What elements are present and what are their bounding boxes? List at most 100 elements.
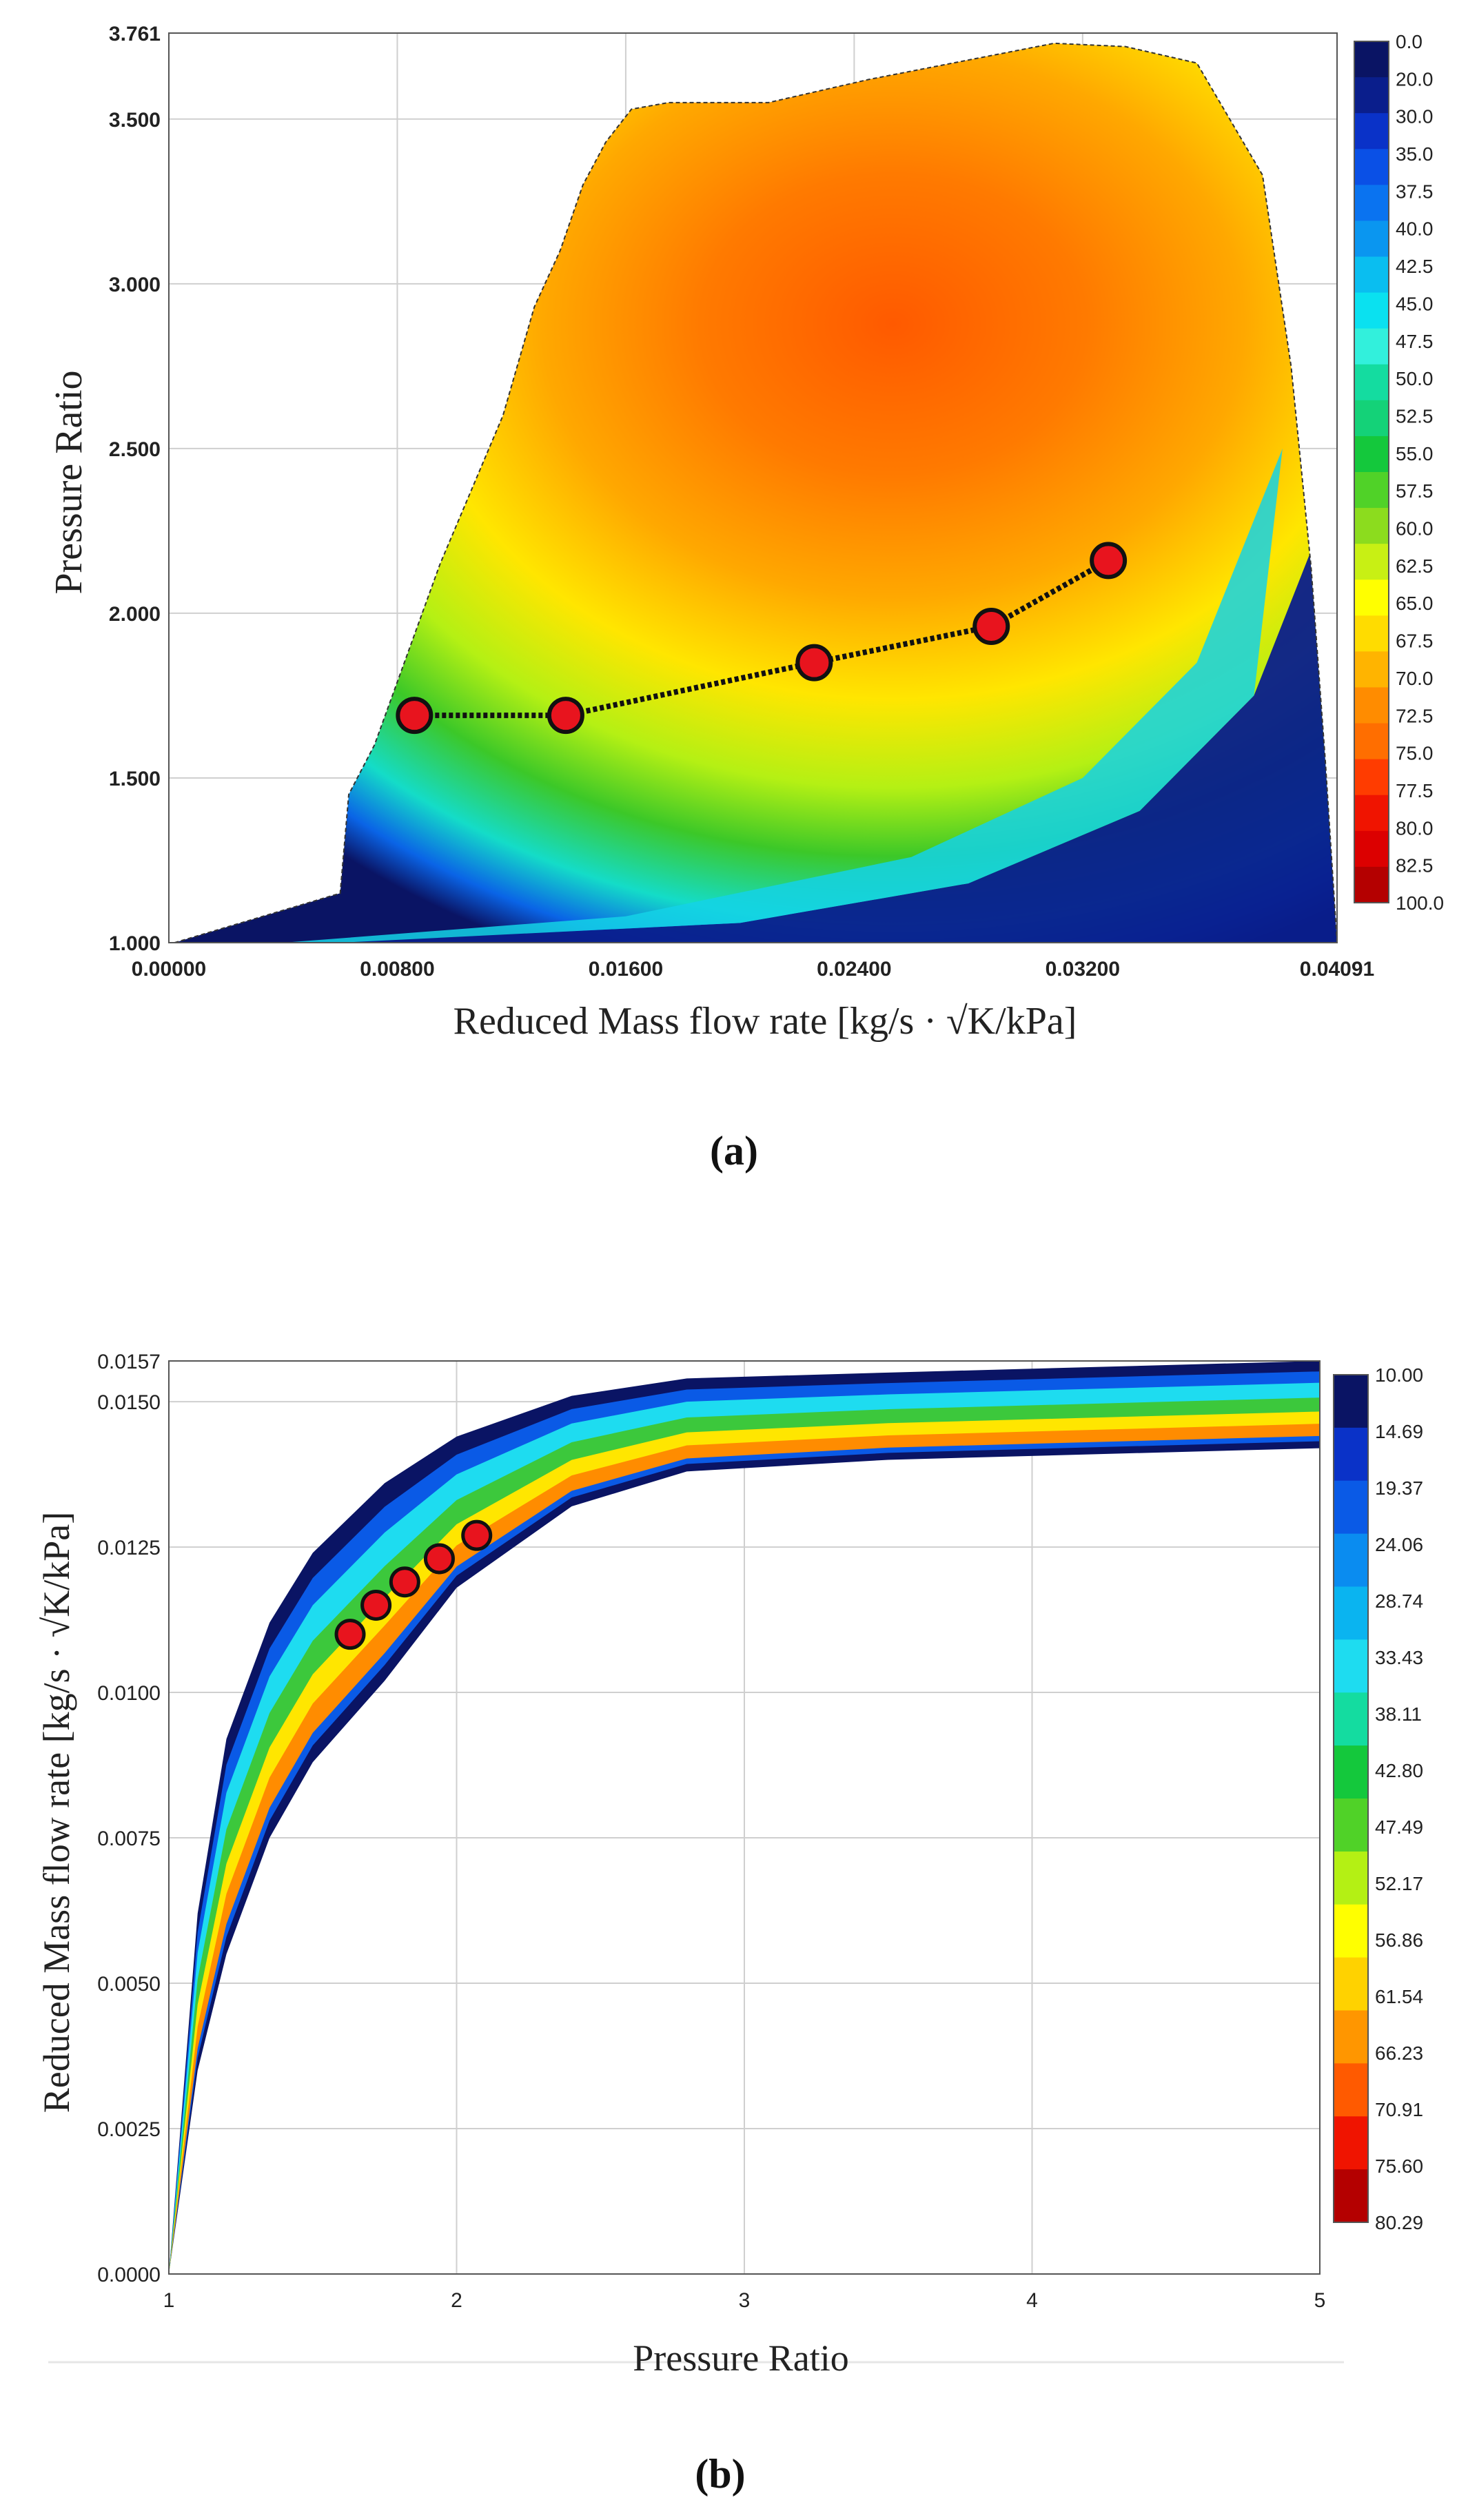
colorbar-label-b: 19.37 xyxy=(1375,1477,1423,1499)
colorbar-label-a: 72.5 xyxy=(1396,705,1434,726)
colorbar-swatch-b xyxy=(1334,2116,1368,2171)
mid-efficiency-band xyxy=(283,448,1283,943)
chart-b: 1 2 3 4 5 0.0000 0.0025 0.0050 0.0075 0.0100 0.01… xyxy=(36,1351,1423,2497)
y-tick-label-a: 2.500 xyxy=(109,438,161,461)
colorbar-label-a: 60.0 xyxy=(1396,518,1434,540)
colorbar-label-b: 14.69 xyxy=(1375,1421,1423,1442)
colorbar-swatch-a xyxy=(1354,508,1389,545)
colorbar-swatch-b xyxy=(1334,1745,1368,1799)
low-efficiency-band xyxy=(340,514,1337,943)
colorbar-swatch-b xyxy=(1334,1533,1368,1588)
operating-point-b-5 xyxy=(461,1519,493,1551)
colorbar-label-a: 100.0 xyxy=(1396,892,1444,914)
colorbar-label-b: 75.60 xyxy=(1375,2155,1423,2177)
colorbar-label-b: 28.74 xyxy=(1375,1590,1423,1612)
operating-point-a-2 xyxy=(547,697,584,735)
colorbar-label-b: 24.06 xyxy=(1375,1534,1423,1555)
colorbar-label-b: 33.43 xyxy=(1375,1647,1423,1668)
colorbar-swatch-a xyxy=(1354,759,1389,796)
colorbar-label-b: 47.49 xyxy=(1375,1816,1423,1838)
colorbar-label-a: 37.5 xyxy=(1396,181,1434,202)
x-tick-label-a: 0.04091 xyxy=(1300,958,1374,981)
operating-point-a-4 xyxy=(972,608,1010,646)
colorbar-b: 10.00 14.69 19.37 24.06 28.74 33.43 38.11 42.80… xyxy=(1333,1364,1423,2233)
colorbar-swatch-a xyxy=(1354,651,1389,688)
x-tick-label-a: 0.02400 xyxy=(817,958,891,981)
operating-point-a-3 xyxy=(795,644,833,682)
colorbar-swatch-a xyxy=(1354,256,1389,294)
operating-point-a-1 xyxy=(396,697,434,735)
operating-point-b-4 xyxy=(423,1543,455,1575)
operating-point-b-2 xyxy=(360,1589,392,1621)
x-tick-label-a: 0.03200 xyxy=(1046,958,1120,981)
operating-point-a-5 xyxy=(1090,542,1128,580)
y-axis-label-b: Reduced Mass flow rate [kg/s · √K/kPa] xyxy=(36,1512,77,2113)
operating-point-b-1 xyxy=(334,1619,366,1650)
colorbar-swatch-b xyxy=(1334,1427,1368,1482)
y-tick-label-b: 0.0100 xyxy=(97,1682,161,1705)
colorbar-label-a: 42.5 xyxy=(1396,256,1434,277)
colorbar-swatch-a xyxy=(1354,472,1389,509)
y-ticks-a: 1.000 1.500 2.000 2.500 3.000 3.500 3.761 xyxy=(109,23,161,955)
colorbar-label-a: 20.0 xyxy=(1396,68,1434,90)
colorbar-label-b: 70.91 xyxy=(1375,2099,1423,2120)
colorbar-label-b: 10.00 xyxy=(1375,1364,1423,1386)
colorbar-swatch-a xyxy=(1354,113,1389,150)
colorbar-swatch-b xyxy=(1334,1957,1368,2011)
colorbar-swatch-b xyxy=(1334,1904,1368,1958)
colorbar-frame-b xyxy=(1333,1374,1369,2223)
x-tick-label-b: 3 xyxy=(739,2289,751,2312)
colorbar-swatch-a xyxy=(1354,400,1389,437)
colorbar-label-a: 40.0 xyxy=(1396,218,1434,240)
y-tick-label-b: 0.0125 xyxy=(97,1537,161,1559)
operating-point-b-3 xyxy=(389,1566,420,1598)
colorbar-swatch-a xyxy=(1354,866,1389,903)
colorbar-label-a: 50.0 xyxy=(1396,368,1434,389)
x-tick-label-a: 0.01600 xyxy=(589,958,663,981)
x-axis-label-a: Reduced Mass flow rate [kg/s · √K/kPa] xyxy=(453,1000,1077,1043)
colorbar-label-a: 75.0 xyxy=(1396,743,1434,764)
y-tick-label-b: 0.0075 xyxy=(97,1827,161,1850)
colorbar-label-a: 0.0 xyxy=(1396,31,1423,52)
colorbar-swatch-a xyxy=(1354,221,1389,258)
y-tick-label-a: 1.000 xyxy=(109,932,161,955)
colorbar-swatch-b xyxy=(1334,1851,1368,1905)
colorbar-label-a: 65.0 xyxy=(1396,593,1434,614)
colorbar-label-a: 70.0 xyxy=(1396,668,1434,689)
plot-frame-a xyxy=(168,32,1338,943)
colorbar-swatch-b xyxy=(1334,1375,1368,1428)
colorbar-swatch-a xyxy=(1354,436,1389,473)
x-tick-label-a: 0.00800 xyxy=(360,958,434,981)
colorbar-label-a: 55.0 xyxy=(1396,443,1434,464)
colorbar-swatch-a xyxy=(1354,580,1389,617)
y-tick-label-b: 0.0025 xyxy=(97,2118,161,2141)
colorbar-label-a: 30.0 xyxy=(1396,106,1434,127)
colorbar-label-b: 38.11 xyxy=(1375,1703,1422,1725)
x-tick-label-a: 0.00000 xyxy=(132,958,206,981)
colorbar-label-a: 45.0 xyxy=(1396,293,1434,314)
colorbar-label-b: 61.54 xyxy=(1375,1986,1423,2007)
y-ticks-b: 0.0000 0.0025 0.0050 0.0075 0.0100 0.0125 0.01… xyxy=(97,1351,161,2286)
x-ticks-a: 0.00000 0.00800 0.01600 0.02400 0.03200 0.040… xyxy=(132,958,1374,981)
colorbar-label-b: 80.29 xyxy=(1375,2212,1423,2233)
colorbar-label-a: 62.5 xyxy=(1396,555,1434,577)
colorbar-swatch-a xyxy=(1354,77,1389,114)
y-tick-label-a: 3.000 xyxy=(109,274,161,296)
panel-label-a: (a) xyxy=(710,1128,758,1174)
x-axis-label-b: Pressure Ratio xyxy=(633,2337,848,2379)
colorbar-label-a: 67.5 xyxy=(1396,631,1434,652)
colorbar-swatch-b xyxy=(1334,1639,1368,1694)
colorbar-label-a: 77.5 xyxy=(1396,780,1434,801)
plot-frame-b xyxy=(168,1360,1321,2275)
colorbar-swatch-a xyxy=(1354,292,1389,329)
y-tick-label-a: 3.761 xyxy=(109,23,161,45)
colorbar-swatch-a xyxy=(1354,795,1389,832)
y-tick-label-b: 0.0000 xyxy=(97,2264,161,2286)
colorbar-swatch-b xyxy=(1334,1692,1368,1747)
y-tick-label-b: 0.0150 xyxy=(97,1391,161,1414)
colorbar-swatch-a xyxy=(1354,364,1389,401)
operating-points-a xyxy=(396,542,1128,735)
colorbar-swatch-b xyxy=(1334,1586,1368,1641)
colorbar-swatch-a xyxy=(1354,149,1389,186)
